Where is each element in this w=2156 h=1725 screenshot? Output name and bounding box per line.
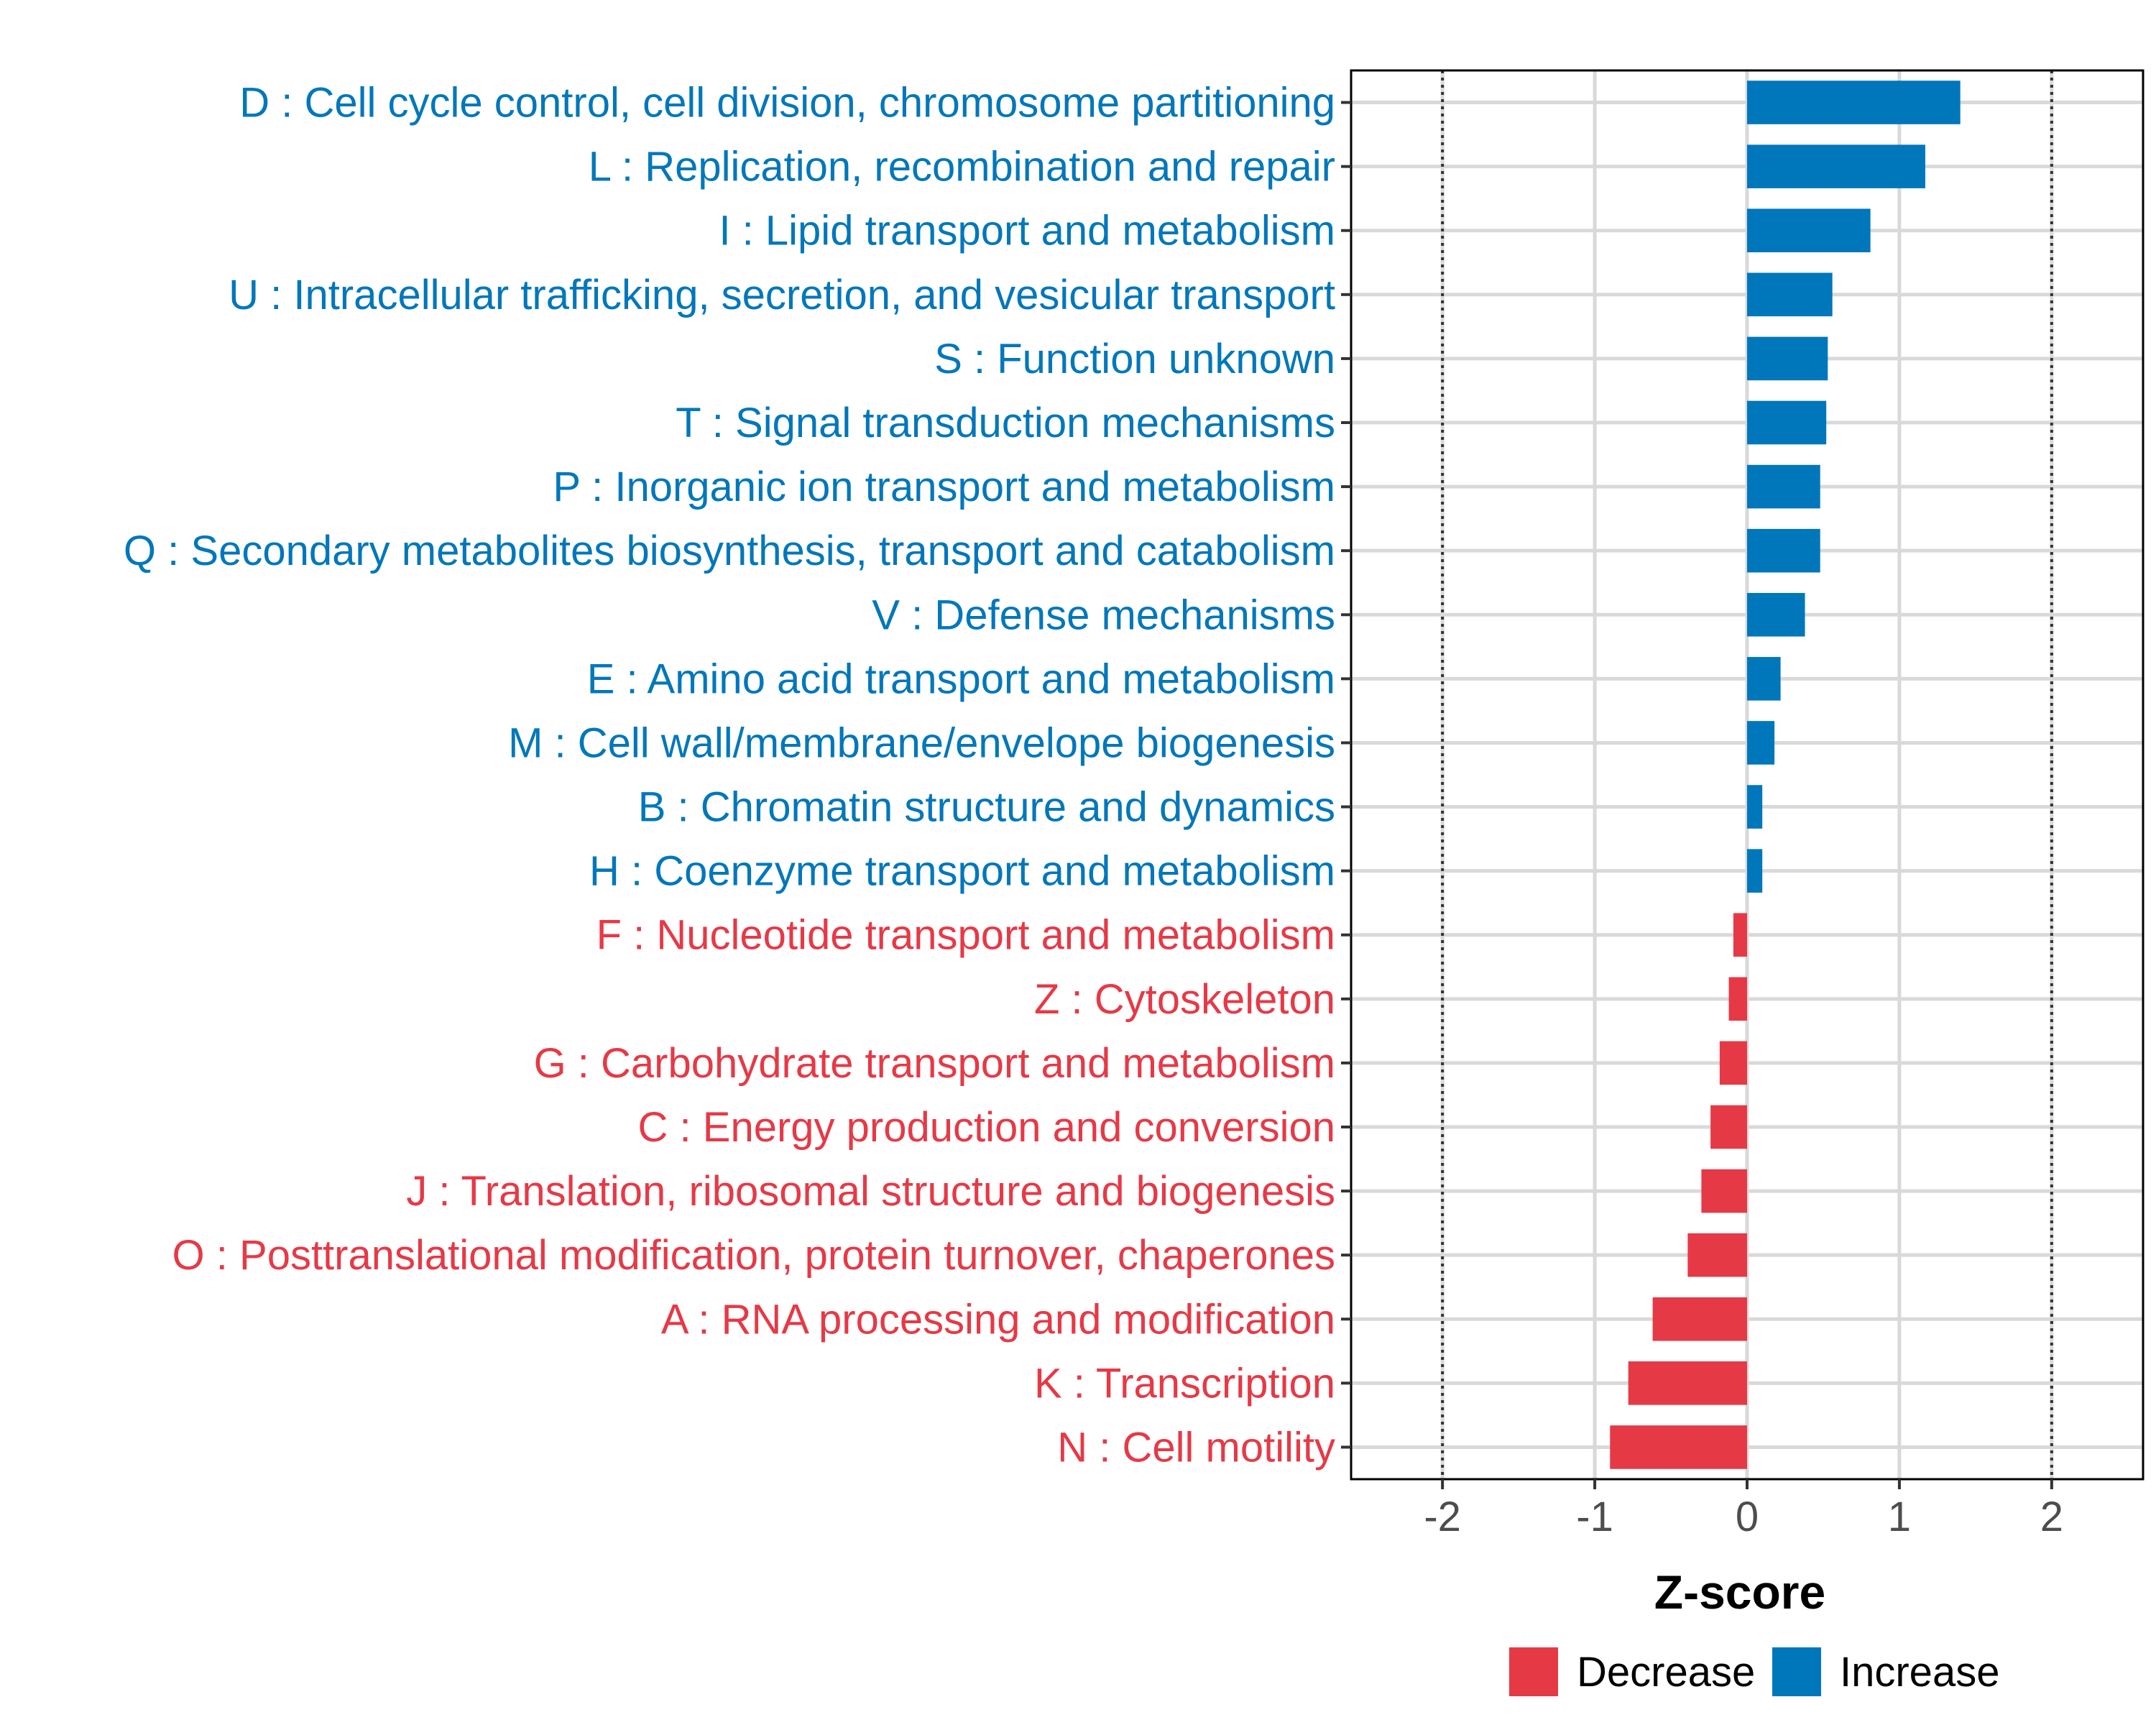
y-axis-ticks xyxy=(1341,101,1351,1449)
category-label: J : Translation, ribosomal structure and… xyxy=(406,1168,1335,1215)
bar xyxy=(1747,721,1775,765)
x-tick-label: -1 xyxy=(1576,1494,1613,1540)
reference-lines xyxy=(1441,70,2053,1479)
category-label: S : Function unknown xyxy=(934,336,1335,382)
x-axis-ticks: -2 -1 0 1 2 xyxy=(1424,1479,2063,1540)
legend: Decrease Increase xyxy=(1509,1647,1999,1696)
category-label: O : Posttranslational modification, prot… xyxy=(172,1232,1335,1279)
category-label: G : Carbohydrate transport and metabolis… xyxy=(534,1040,1335,1087)
bar xyxy=(1747,336,1828,381)
bar xyxy=(1710,1105,1747,1149)
category-label: M : Cell wall/membrane/envelope biogenes… xyxy=(508,719,1335,766)
bar xyxy=(1747,592,1805,637)
category-label: Q : Secondary metabolites biosynthesis, … xyxy=(124,528,1335,574)
x-tick-label: 2 xyxy=(2040,1494,2063,1540)
category-label: L : Replication, recombination and repai… xyxy=(589,144,1335,190)
bar xyxy=(1610,1425,1747,1469)
category-label: A : RNA processing and modification xyxy=(661,1296,1335,1343)
x-tick-label: 0 xyxy=(1736,1494,1759,1540)
category-label: F : Nucleotide transport and metabolism xyxy=(596,912,1335,959)
bar xyxy=(1747,657,1781,701)
legend-swatch xyxy=(1772,1647,1821,1696)
category-label: E : Amino acid transport and metabolism xyxy=(587,656,1335,702)
category-label: U : Intracellular trafficking, secretion… xyxy=(229,272,1335,318)
bar xyxy=(1747,80,1961,124)
legend-label: Increase xyxy=(1840,1649,1999,1696)
bar xyxy=(1733,913,1747,957)
y-axis-category-labels: D : Cell cycle control, cell division, c… xyxy=(124,80,1335,1471)
bar xyxy=(1719,1041,1747,1085)
category-label: T : Signal transduction mechanisms xyxy=(676,400,1335,446)
bar xyxy=(1687,1233,1747,1277)
bar xyxy=(1747,208,1871,253)
bar xyxy=(1728,977,1747,1021)
category-label: Z : Cytoskeleton xyxy=(1034,976,1335,1023)
category-label: K : Transcription xyxy=(1034,1360,1335,1407)
category-label: I : Lipid transport and metabolism xyxy=(719,208,1335,254)
bar xyxy=(1652,1297,1747,1341)
category-label: P : Inorganic ion transport and metaboli… xyxy=(553,464,1335,510)
category-label: N : Cell motility xyxy=(1057,1424,1335,1471)
x-axis-title: Z-score xyxy=(1654,1565,1825,1619)
category-label: D : Cell cycle control, cell division, c… xyxy=(239,80,1335,126)
x-tick-label: -2 xyxy=(1424,1494,1461,1540)
bars xyxy=(1610,80,1961,1469)
x-tick-label: 1 xyxy=(1888,1494,1911,1540)
bar xyxy=(1747,272,1833,317)
bar xyxy=(1747,528,1820,573)
bar xyxy=(1747,849,1763,893)
category-label: H : Coenzyme transport and metabolism xyxy=(589,848,1335,895)
bar xyxy=(1747,464,1820,509)
category-label: C : Energy production and conversion xyxy=(638,1104,1335,1151)
bar xyxy=(1747,785,1763,829)
bar xyxy=(1701,1169,1747,1213)
category-label: B : Chromatin structure and dynamics xyxy=(638,784,1335,831)
bar xyxy=(1747,144,1925,188)
bar xyxy=(1747,400,1827,445)
legend-label: Decrease xyxy=(1577,1649,1755,1696)
bar xyxy=(1628,1361,1747,1405)
legend-swatch xyxy=(1509,1647,1558,1696)
category-label: V : Defense mechanisms xyxy=(872,592,1335,638)
